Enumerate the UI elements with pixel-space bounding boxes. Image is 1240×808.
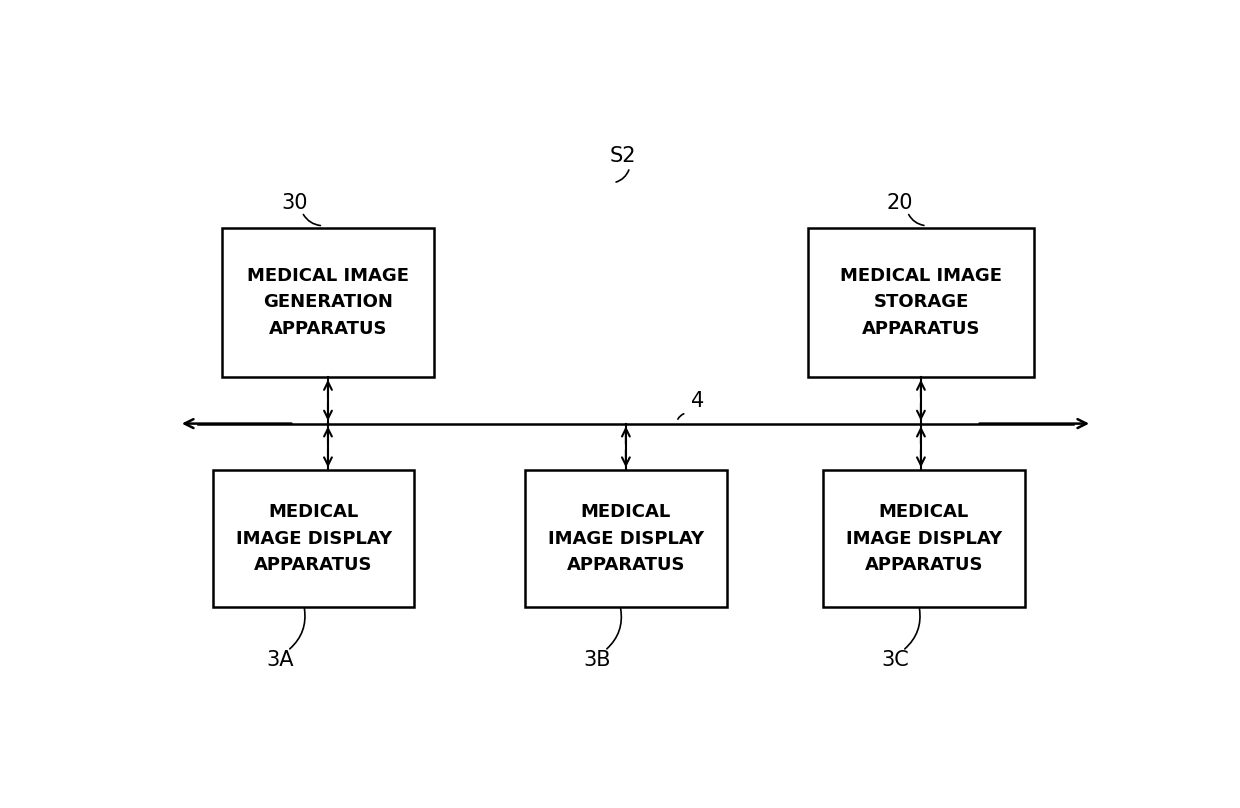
Text: S2: S2 bbox=[610, 146, 636, 166]
Text: MEDICAL
IMAGE DISPLAY
APPARATUS: MEDICAL IMAGE DISPLAY APPARATUS bbox=[236, 503, 392, 574]
Bar bbox=[823, 470, 1024, 607]
Text: MEDICAL IMAGE
GENERATION
APPARATUS: MEDICAL IMAGE GENERATION APPARATUS bbox=[247, 267, 409, 338]
Text: MEDICAL
IMAGE DISPLAY
APPARATUS: MEDICAL IMAGE DISPLAY APPARATUS bbox=[548, 503, 704, 574]
Bar bbox=[808, 228, 1034, 377]
Text: MEDICAL IMAGE
STORAGE
APPARATUS: MEDICAL IMAGE STORAGE APPARATUS bbox=[841, 267, 1002, 338]
Bar bbox=[525, 470, 727, 607]
Text: MEDICAL
IMAGE DISPLAY
APPARATUS: MEDICAL IMAGE DISPLAY APPARATUS bbox=[846, 503, 1002, 574]
Text: 3B: 3B bbox=[583, 650, 611, 670]
Text: 30: 30 bbox=[281, 193, 308, 213]
Bar bbox=[213, 470, 414, 607]
Text: 3C: 3C bbox=[882, 650, 909, 670]
Text: 3A: 3A bbox=[267, 650, 294, 670]
Text: 4: 4 bbox=[692, 391, 704, 411]
Text: 20: 20 bbox=[887, 193, 913, 213]
Bar bbox=[222, 228, 434, 377]
